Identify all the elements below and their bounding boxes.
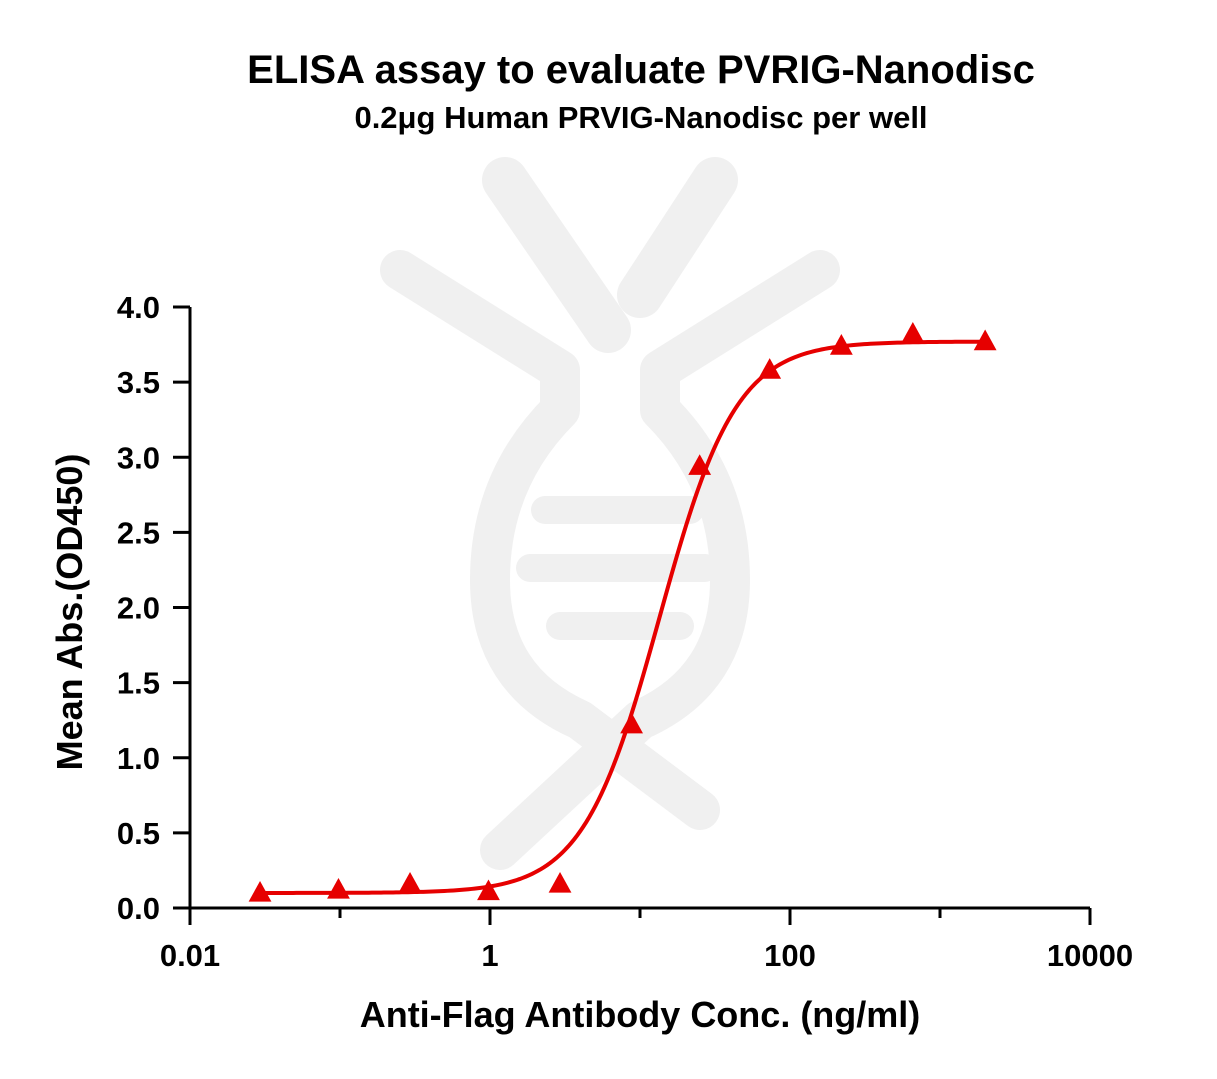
data-points-layer (248, 322, 997, 902)
y-tick-label: 1.5 (117, 666, 160, 701)
chart-title: ELISA assay to evaluate PVRIG-Nanodisc (247, 48, 1035, 92)
data-point (398, 871, 422, 893)
data-point (477, 879, 500, 901)
y-tick-label: 0.0 (117, 891, 160, 926)
data-point (327, 877, 350, 899)
y-tick-label: 1.0 (117, 741, 160, 776)
y-tick-label: 2.0 (117, 591, 160, 626)
x-axis-ticks: 0.01 1 100 10000 (160, 908, 1133, 973)
x-tick-label: 10000 (1047, 938, 1133, 973)
fit-curve (260, 339, 986, 895)
data-point (620, 712, 643, 734)
x-tick-label: 100 (764, 938, 816, 973)
x-tick-label: 1 (481, 938, 498, 973)
watermark-logo (380, 157, 840, 870)
data-point (248, 880, 272, 902)
fit-curve-layer (260, 339, 986, 895)
y-tick-label: 0.5 (117, 816, 160, 851)
y-axis-label: Mean Abs.(OD450) (49, 454, 90, 771)
y-tick-label: 3.5 (117, 365, 160, 400)
data-point (758, 358, 782, 379)
data-point (548, 871, 572, 893)
data-point (688, 454, 712, 475)
y-tick-label: 3.0 (117, 440, 160, 475)
y-tick-label: 4.0 (117, 290, 160, 325)
data-point (901, 322, 925, 343)
data-point (829, 334, 853, 355)
y-tick-label: 2.5 (117, 515, 160, 550)
chart-subtitle: 0.2μg Human PRVIG-Nanodisc per well (354, 100, 927, 135)
y-axis-ticks: 0.0 0.5 1.0 1.5 2.0 2.5 3.0 3.5 4.0 (117, 290, 190, 926)
x-tick-label: 0.01 (160, 938, 220, 973)
x-axis-label: Anti-Flag Antibody Conc. (ng/ml) (360, 994, 921, 1035)
data-point (973, 329, 997, 351)
